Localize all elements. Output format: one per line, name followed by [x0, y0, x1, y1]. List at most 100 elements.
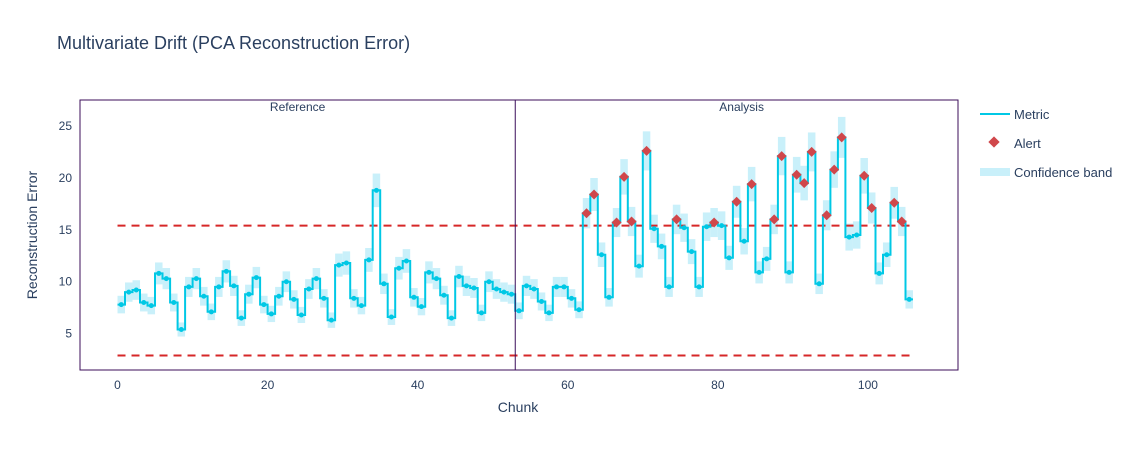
metric-point	[373, 187, 379, 193]
alert-marker	[611, 217, 622, 228]
x-tick-label: 0	[114, 378, 121, 392]
alert-marker	[641, 145, 652, 156]
metric-point	[576, 307, 582, 313]
metric-point	[343, 260, 349, 266]
alert-marker	[859, 170, 870, 181]
metric-point	[216, 284, 222, 290]
alert-marker	[806, 146, 817, 157]
metric-point	[126, 289, 132, 295]
metric-point	[291, 296, 297, 302]
metric-point	[193, 276, 199, 282]
metric-point	[276, 293, 282, 299]
metric-point	[531, 286, 537, 292]
metric-point	[223, 268, 229, 274]
metric-point	[208, 309, 214, 315]
y-axis-label: Reconstruction Error	[24, 170, 40, 299]
metric-point	[554, 284, 560, 290]
metric-point	[426, 269, 432, 275]
metric-point	[156, 270, 162, 276]
metric-point	[666, 284, 672, 290]
x-tick-label: 60	[561, 378, 575, 392]
metric-point	[561, 284, 567, 290]
metric-point	[659, 243, 665, 249]
metric-point	[448, 315, 454, 321]
metric-point	[546, 310, 552, 316]
metric-point	[524, 283, 530, 289]
y-tick-label: 25	[59, 119, 73, 133]
metric-point	[306, 286, 312, 292]
legend-label-metric: Metric	[1014, 107, 1050, 122]
metric-point	[486, 279, 492, 285]
alert-marker	[589, 189, 600, 200]
metric-point	[719, 223, 725, 229]
plot-border	[79, 99, 959, 371]
alert-marker	[866, 203, 877, 213]
y-tick-label: 10	[59, 275, 73, 289]
x-axis-label: Chunk	[498, 399, 539, 415]
metric-point	[569, 295, 575, 301]
metric-point	[358, 303, 364, 309]
metric-point	[261, 302, 267, 308]
metric-point	[141, 300, 147, 305]
metric-point	[313, 276, 319, 282]
alert-marker	[821, 210, 832, 221]
alert-marker	[581, 208, 592, 219]
alert-marker	[626, 216, 637, 227]
alert-marker	[709, 217, 720, 228]
metric-point	[599, 252, 605, 258]
axes-layer: 0 20 40 60 80 100 5 10 15 20 25	[59, 119, 879, 392]
metric-point	[816, 281, 822, 287]
metric-point	[884, 252, 890, 258]
metric-point	[696, 284, 702, 290]
metric-point	[726, 255, 732, 261]
metric-point	[283, 279, 289, 285]
metric-point	[253, 275, 259, 281]
metric-point	[201, 293, 207, 299]
alert-marker	[746, 179, 757, 190]
metric-point	[238, 315, 244, 321]
alert-markers-layer	[581, 132, 907, 228]
metric-point	[133, 287, 139, 293]
alert-marker	[799, 178, 810, 189]
metric-point	[328, 317, 334, 323]
x-tick-label: 100	[858, 378, 878, 392]
legend-label-confidence-band: Confidence band	[1014, 165, 1113, 180]
alert-marker	[619, 171, 630, 182]
metric-point	[148, 303, 154, 309]
metric-point	[186, 284, 192, 290]
metric-point	[741, 238, 747, 244]
confidence-band-swatch	[980, 162, 1010, 182]
metric-point	[636, 263, 642, 269]
period-label-analysis: Analysis	[719, 100, 764, 114]
metric-point	[516, 308, 522, 314]
metric-point	[689, 249, 695, 255]
x-tick-label: 20	[261, 378, 275, 392]
metric-point	[171, 300, 177, 305]
alert-marker	[896, 216, 907, 227]
legend-label-alert: Alert	[1014, 136, 1041, 151]
metric-point	[268, 311, 274, 317]
metric-point	[463, 283, 469, 289]
alert-marker	[731, 196, 742, 207]
metric-line-swatch	[980, 104, 1010, 124]
alert-marker	[836, 132, 847, 143]
y-tick-label: 20	[59, 171, 73, 185]
alert-marker	[889, 197, 900, 208]
metric-point	[411, 294, 417, 300]
alert-marker	[776, 151, 787, 162]
metric-point	[396, 265, 402, 271]
metric-point	[456, 274, 462, 280]
metric-point	[178, 327, 184, 332]
chart-title: Multivariate Drift (PCA Reconstruction E…	[57, 33, 411, 53]
metric-point	[366, 257, 372, 263]
metric-point	[231, 283, 237, 289]
metric-point	[351, 295, 357, 301]
metric-point	[786, 269, 792, 275]
metric-point	[471, 285, 477, 291]
metric-point	[418, 304, 424, 310]
x-tick-label: 40	[411, 378, 425, 392]
y-tick-label: 5	[65, 327, 72, 341]
metric-point	[756, 269, 762, 275]
metric-point	[681, 225, 687, 231]
